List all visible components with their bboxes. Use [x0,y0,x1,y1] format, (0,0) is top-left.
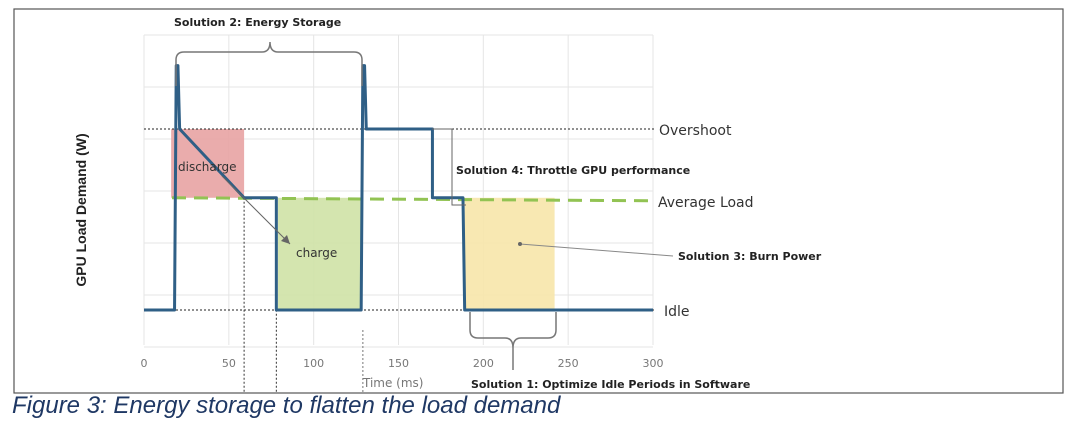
y-axis-label: GPU Load Demand (W) [73,133,89,286]
solution-4-label: Solution 4: Throttle GPU performance [456,164,690,177]
x-tick-label-50: 50 [222,357,236,370]
x-tick-label-100: 100 [303,357,324,370]
discharge-label: discharge [178,160,236,174]
x-tick-label-150: 150 [388,357,409,370]
x-axis-label: Time (ms) [362,376,424,390]
x-tick-label-300: 300 [643,357,664,370]
x-axis-ticks: 0 50 100 150 200 250 300 [141,357,664,370]
solution-3-pointer-dot [518,242,522,246]
x-tick-label-0: 0 [141,357,148,370]
average-load-line [171,196,653,203]
solution-2-brace [175,41,363,86]
solution-3-label: Solution 3: Burn Power [678,250,822,263]
discharge-to-charge-arrowhead [281,235,290,244]
chart-regions [171,129,555,310]
overshoot-label: Overshoot [659,123,732,139]
solution-2-label: Solution 2: Energy Storage [174,16,341,29]
series-line-0 [144,64,653,312]
solution-1-label: Solution 1: Optimize Idle Periods in Sof… [471,378,750,391]
chart-annotations [175,41,674,370]
discharge-to-charge-arrow [221,175,291,245]
region-burn [464,197,555,310]
solution-3-pointer [519,243,674,257]
average-load-label: Average Load [658,195,754,211]
chart-series [144,64,653,312]
figure-caption: Figure 3: Energy storage to flatten the … [12,392,561,419]
idle-label: Idle [664,304,690,320]
x-tick-label-250: 250 [558,357,579,370]
region-charge [278,197,362,310]
charge-label: charge [296,246,337,260]
x-tick-label-200: 200 [473,357,494,370]
solution-4-bracket [432,128,466,206]
